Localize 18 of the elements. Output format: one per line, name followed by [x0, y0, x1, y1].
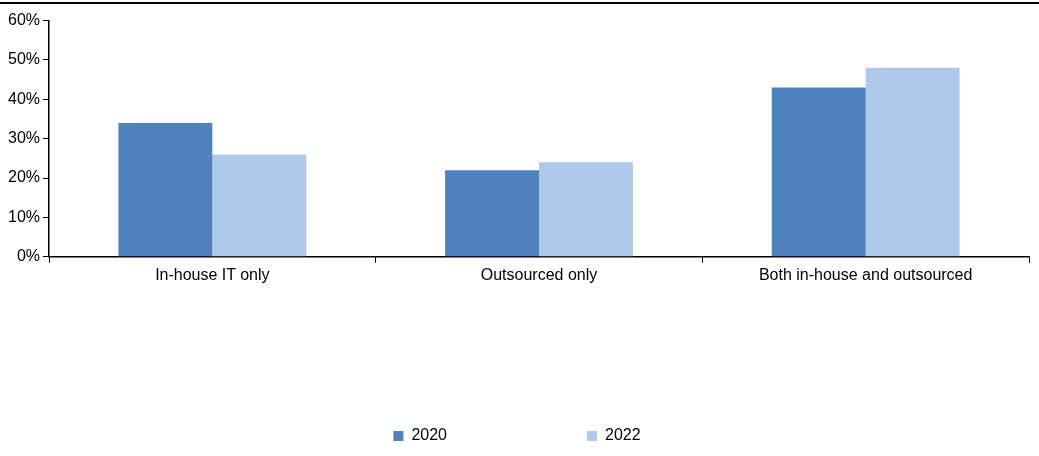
bar: [118, 122, 213, 257]
x-tick-label: In-house IT only: [155, 265, 270, 283]
bar: [212, 154, 307, 257]
y-tick-label: 40%: [7, 89, 41, 107]
y-tick-label: 10%: [7, 207, 41, 225]
bar: [445, 170, 540, 257]
bar: [539, 162, 633, 257]
bar: [865, 67, 960, 257]
legend-label: 2020: [411, 426, 448, 444]
y-tick-label: 30%: [7, 129, 41, 147]
y-tick-label: 60%: [7, 11, 41, 29]
y-tick-label: 50%: [7, 50, 41, 68]
x-tick-label: Both in-house and outsourced: [758, 265, 973, 283]
x-tick-label: Outsourced only: [480, 265, 598, 283]
bar: [771, 87, 866, 257]
y-tick-label: 20%: [7, 168, 41, 186]
y-tick-label: 0%: [16, 247, 41, 265]
legend-label: 2022: [605, 426, 641, 444]
